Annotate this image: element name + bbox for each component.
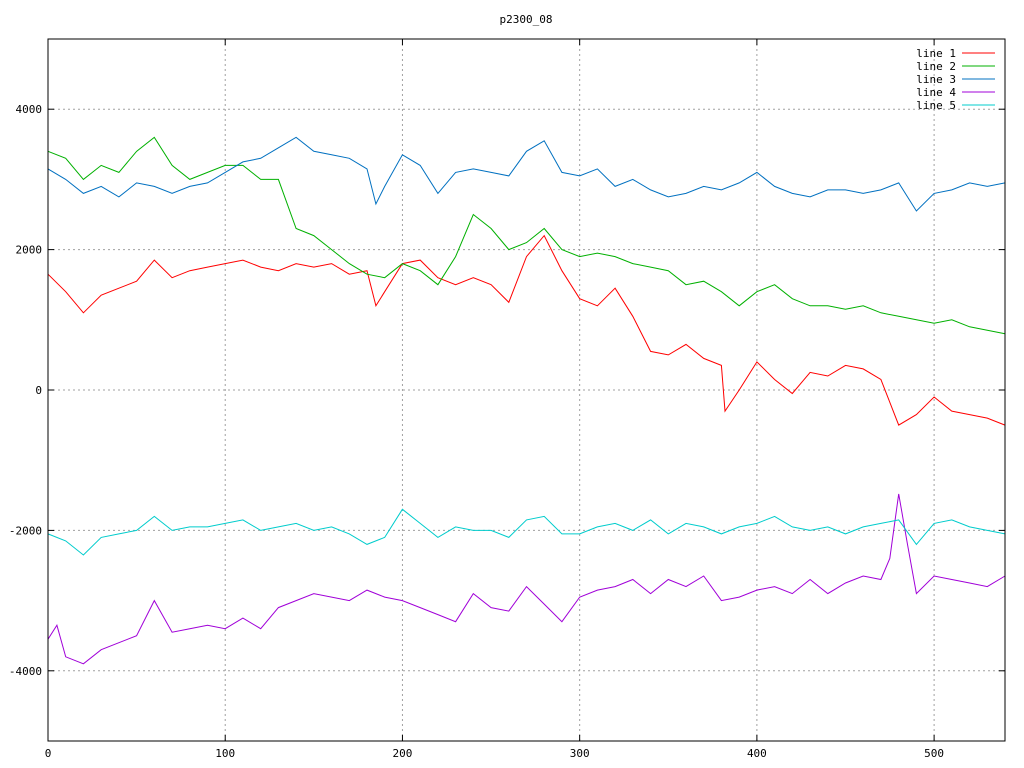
legend-label: line 2 [916,60,956,73]
y-tick-label: -2000 [9,524,42,537]
plot-area [47,136,1006,665]
y-tick-label: 0 [35,384,42,397]
x-tick-label: 300 [570,747,590,760]
series-line-1 [47,234,1006,426]
y-tick-label: 4000 [16,103,43,116]
x-tick-label: 500 [924,747,944,760]
x-tick-label: 100 [215,747,235,760]
plot-frame [47,38,1006,742]
series-line-3 [47,136,1006,212]
series-line-4 [47,493,1006,665]
x-tick-label: 200 [393,747,413,760]
axis-ticks: 0 100 200 300 400 500 -4000 -2000 0 2000 4000 [9,39,1005,760]
legend-label: line 5 [916,99,956,112]
x-tick-label: 0 [45,747,52,760]
chart-title: p2300_08 [500,13,553,26]
series-line-5 [47,508,1006,556]
legend-label: line 1 [916,47,956,60]
legend-label: line 4 [916,86,956,99]
legend-label: line 3 [916,73,956,86]
y-tick-label: -4000 [9,665,42,678]
series-line-2 [47,136,1006,335]
y-tick-label: 2000 [16,244,43,257]
grid [48,39,1005,741]
x-tick-label: 400 [747,747,767,760]
